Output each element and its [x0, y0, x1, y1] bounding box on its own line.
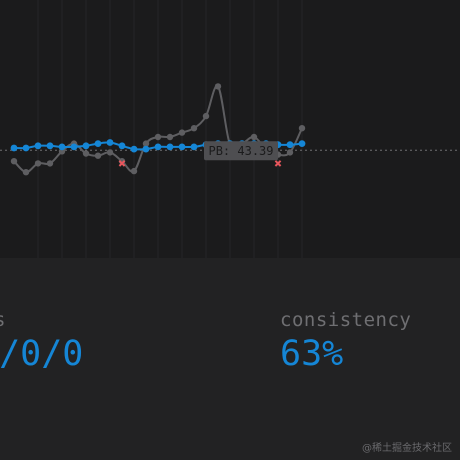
raw-point: [22, 169, 30, 176]
wpm-point: [190, 143, 198, 151]
wpm-point: [22, 144, 30, 152]
wpm-point: [34, 142, 42, 150]
wpm-point: [10, 144, 18, 152]
wpm-point: [178, 143, 186, 151]
raw-point: [154, 133, 162, 141]
raw-point: [250, 133, 258, 141]
raw-point: [166, 133, 174, 141]
wpm-point: [94, 140, 102, 148]
chart-area: 192123252729313335PB: 43.39: [0, 0, 460, 258]
stat-label-consistency: consistency: [280, 309, 412, 331]
raw-point: [94, 152, 102, 159]
raw-point: [106, 149, 114, 156]
wpm-point: [154, 143, 162, 151]
raw-point: [214, 83, 222, 90]
wpm-point: [82, 142, 90, 150]
raw-point: [82, 150, 90, 157]
wpm-point: [70, 143, 78, 151]
stat-label-characters: s: [0, 309, 6, 331]
raw-point: [202, 112, 210, 120]
wpm-point: [118, 142, 126, 150]
raw-point: [10, 158, 18, 165]
pb-label: PB: 43.39: [208, 144, 273, 158]
wpm-point: [46, 142, 54, 150]
error-marker: [118, 160, 126, 167]
wpm-point: [298, 140, 306, 148]
raw-point: [190, 125, 198, 132]
wpm-point: [142, 145, 150, 153]
raw-point: [178, 129, 186, 136]
error-marker: [274, 160, 282, 167]
wpm-point: [58, 143, 66, 151]
raw-point: [130, 167, 138, 175]
raw-point: [298, 125, 306, 132]
watermark: @稀土掘金技术社区: [362, 443, 452, 454]
raw-point: [286, 149, 294, 156]
wpm-point: [286, 141, 294, 149]
wpm-point: [166, 143, 174, 151]
wpm-chart: 192123252729313335PB: 43.39: [0, 0, 460, 258]
stat-value-characters: 2/0/0: [0, 334, 84, 374]
wpm-point: [106, 139, 114, 146]
raw-point: [46, 160, 54, 167]
raw-point: [34, 160, 42, 167]
pb-label-box: [204, 141, 278, 161]
stat-value-consistency: 63%: [280, 334, 344, 374]
raw-point: [142, 140, 150, 147]
wpm-point: [130, 145, 138, 153]
